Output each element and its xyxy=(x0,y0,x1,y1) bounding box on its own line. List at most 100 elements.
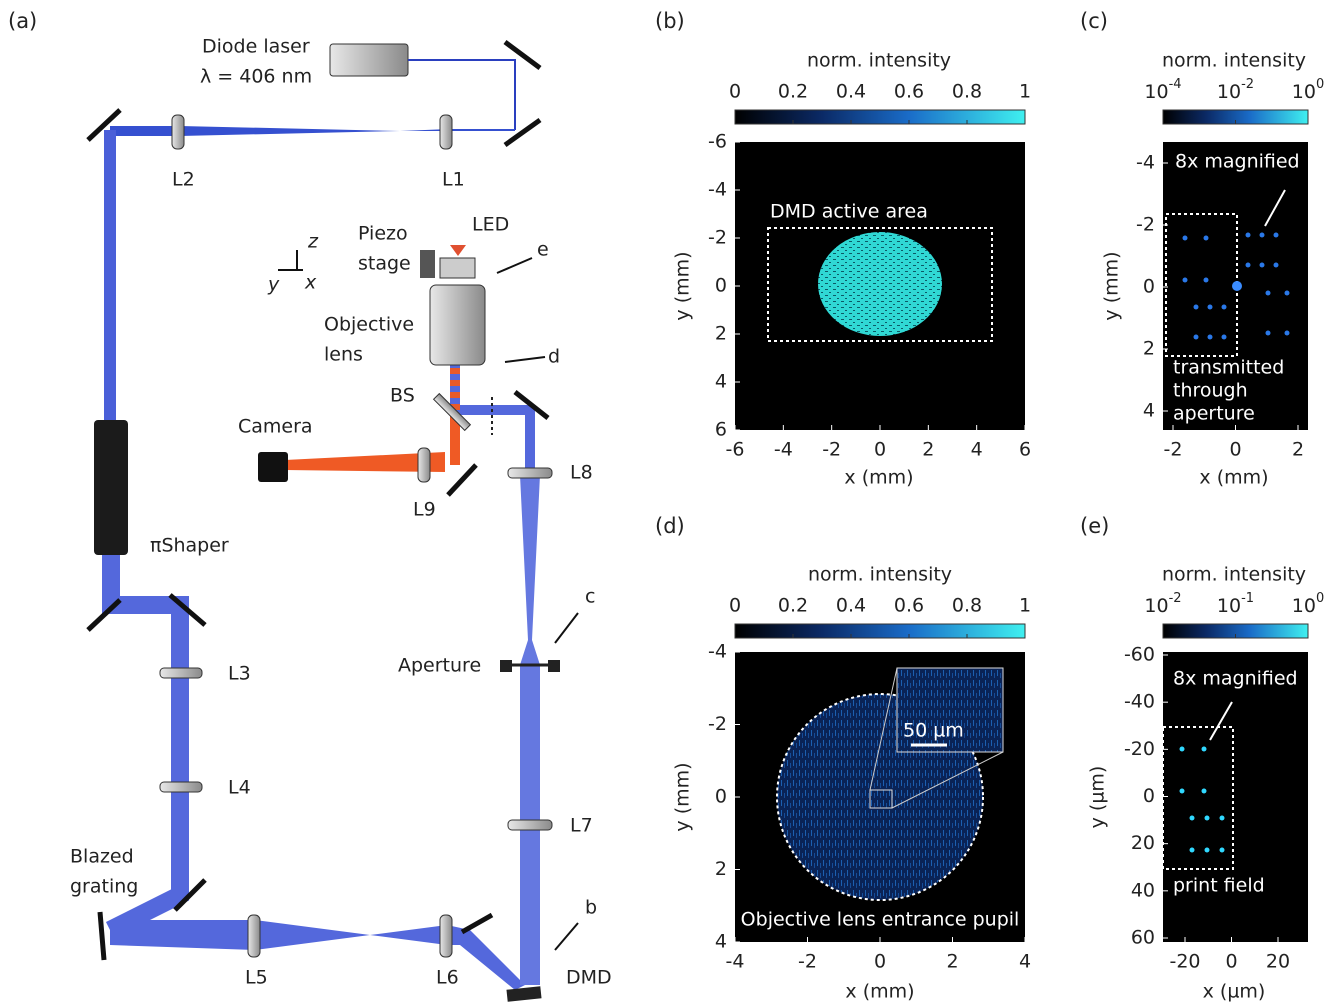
label: L8 xyxy=(570,462,593,484)
x-tick-label: 0 xyxy=(874,439,886,461)
x-tick-label: -2 xyxy=(1164,439,1183,461)
y-axis-label: y (mm) xyxy=(1101,251,1123,320)
tick-exponent: -4 xyxy=(1169,77,1182,92)
beam xyxy=(110,126,515,136)
label: L9 xyxy=(413,499,436,521)
label: b xyxy=(585,897,597,919)
x-tick-label: 6 xyxy=(1019,439,1031,461)
mirrors xyxy=(88,42,548,960)
x-tick-label: 20 xyxy=(1266,951,1290,973)
y-tick-label: -2 xyxy=(708,713,727,735)
x-axis-label: x (mm) xyxy=(845,981,914,1003)
colorbar-tick-label: 100 xyxy=(1292,77,1324,103)
tick-base: 10 xyxy=(1292,81,1316,103)
x-tick-label: -4 xyxy=(726,951,745,973)
x-tick-label: -6 xyxy=(726,439,745,461)
tick-exponent: -2 xyxy=(1169,591,1182,606)
colorbar-tick-label: 10-1 xyxy=(1217,591,1254,617)
y-axis-label: y (mm) xyxy=(672,251,694,320)
colorbar-tick-label: 1 xyxy=(1019,595,1031,617)
image-contents: DMD active area 8x magnified transmitted… xyxy=(735,142,1308,942)
label: L3 xyxy=(228,663,251,685)
y-tick-label: 40 xyxy=(1131,879,1155,901)
label: Diode laser xyxy=(202,36,310,58)
label: DMD xyxy=(566,967,612,989)
y-tick-label: 2 xyxy=(715,858,727,880)
annotation: 50 µm xyxy=(903,720,964,742)
label: L5 xyxy=(245,967,268,989)
label: LED xyxy=(472,214,509,236)
beam xyxy=(104,130,116,420)
label: Blazed xyxy=(70,846,134,868)
label: grating xyxy=(70,876,138,898)
y-tick-label: -4 xyxy=(1136,152,1155,174)
tick-exponent: 0 xyxy=(1316,591,1324,606)
beam xyxy=(520,475,540,985)
figure: (a) Diode laser λ = 406 nm L2 L1 Piezo s… xyxy=(0,0,1325,1005)
colorbar-tick-label: 0.6 xyxy=(894,595,924,617)
y-tick-label: -60 xyxy=(1124,644,1155,666)
colorbar-tick-label: 0.8 xyxy=(952,595,982,617)
label: c xyxy=(585,586,595,608)
colorbar xyxy=(735,624,1025,638)
colorbar-title: norm. intensity xyxy=(807,50,951,72)
beam xyxy=(110,555,180,930)
tick-base: 10 xyxy=(1144,595,1168,617)
stage xyxy=(440,258,475,278)
label: L4 xyxy=(228,777,251,799)
colorbar-tick-label: 100 xyxy=(1292,591,1324,617)
y-tick-label: 4 xyxy=(715,931,727,953)
colorbar-tick-label: 1 xyxy=(1019,81,1031,103)
y-tick-label: -40 xyxy=(1124,691,1155,713)
y-axis-label: y (mm) xyxy=(672,762,694,831)
panel-label: (e) xyxy=(1080,514,1109,538)
annotation: Objective lens entrance pupil xyxy=(741,909,1020,931)
colorbar-tick-label: 0 xyxy=(729,81,741,103)
y-tick-label: 2 xyxy=(715,323,727,345)
label: L1 xyxy=(442,169,465,191)
annotation: print field xyxy=(1173,875,1265,897)
colorbar-tick-label: 0.2 xyxy=(778,81,808,103)
colorbar-tick-label: 10-2 xyxy=(1144,591,1181,617)
x-tick-label: 2 xyxy=(946,951,958,973)
y-tick-label: -2 xyxy=(708,227,727,249)
annotation: transmitted xyxy=(1173,357,1284,379)
colorbar-title: norm. intensity xyxy=(808,564,952,586)
tick-base: 10 xyxy=(1144,81,1168,103)
annotation: through xyxy=(1173,380,1248,402)
y-tick-label: 4 xyxy=(715,371,727,393)
x-axis-label: x (µm) xyxy=(1203,981,1266,1003)
x-tick-label: 2 xyxy=(1292,439,1304,461)
panel-label: (b) xyxy=(655,9,685,33)
label: L6 xyxy=(436,967,459,989)
tick-base: 10 xyxy=(1217,595,1241,617)
setup-diagram xyxy=(88,42,578,1002)
label: stage xyxy=(358,253,411,275)
colorbar-tick-label: 0.2 xyxy=(778,595,808,617)
label: Piezo xyxy=(358,223,408,245)
tick-base: 10 xyxy=(1217,81,1241,103)
colorbar-tick-label: 0 xyxy=(729,595,741,617)
label: Camera xyxy=(238,416,313,438)
x-tick-label: 4 xyxy=(1019,951,1031,973)
x-tick-label: -2 xyxy=(822,439,841,461)
y-tick-label: 0 xyxy=(715,275,727,297)
label: d xyxy=(548,346,560,368)
tick-exponent: -2 xyxy=(1241,77,1254,92)
y-tick-label: -6 xyxy=(708,131,727,153)
x-axis-label: x (mm) xyxy=(1199,467,1268,489)
x-tick-label: 0 xyxy=(874,951,886,973)
label: Objective xyxy=(324,314,414,336)
y-tick-label: -2 xyxy=(1136,214,1155,236)
annotation: aperture xyxy=(1173,403,1255,425)
camera xyxy=(258,452,288,482)
annotation: 8x magnified xyxy=(1173,668,1298,690)
colorbar-tick-label: 0.4 xyxy=(836,595,866,617)
colorbar-title: norm. intensity xyxy=(1162,564,1306,586)
label: x xyxy=(304,272,317,294)
annotation: DMD active area xyxy=(770,201,928,223)
y-tick-label: 0 xyxy=(1143,785,1155,807)
label: πShaper xyxy=(150,535,229,557)
y-tick-label: 0 xyxy=(1143,276,1155,298)
beam xyxy=(408,60,515,130)
